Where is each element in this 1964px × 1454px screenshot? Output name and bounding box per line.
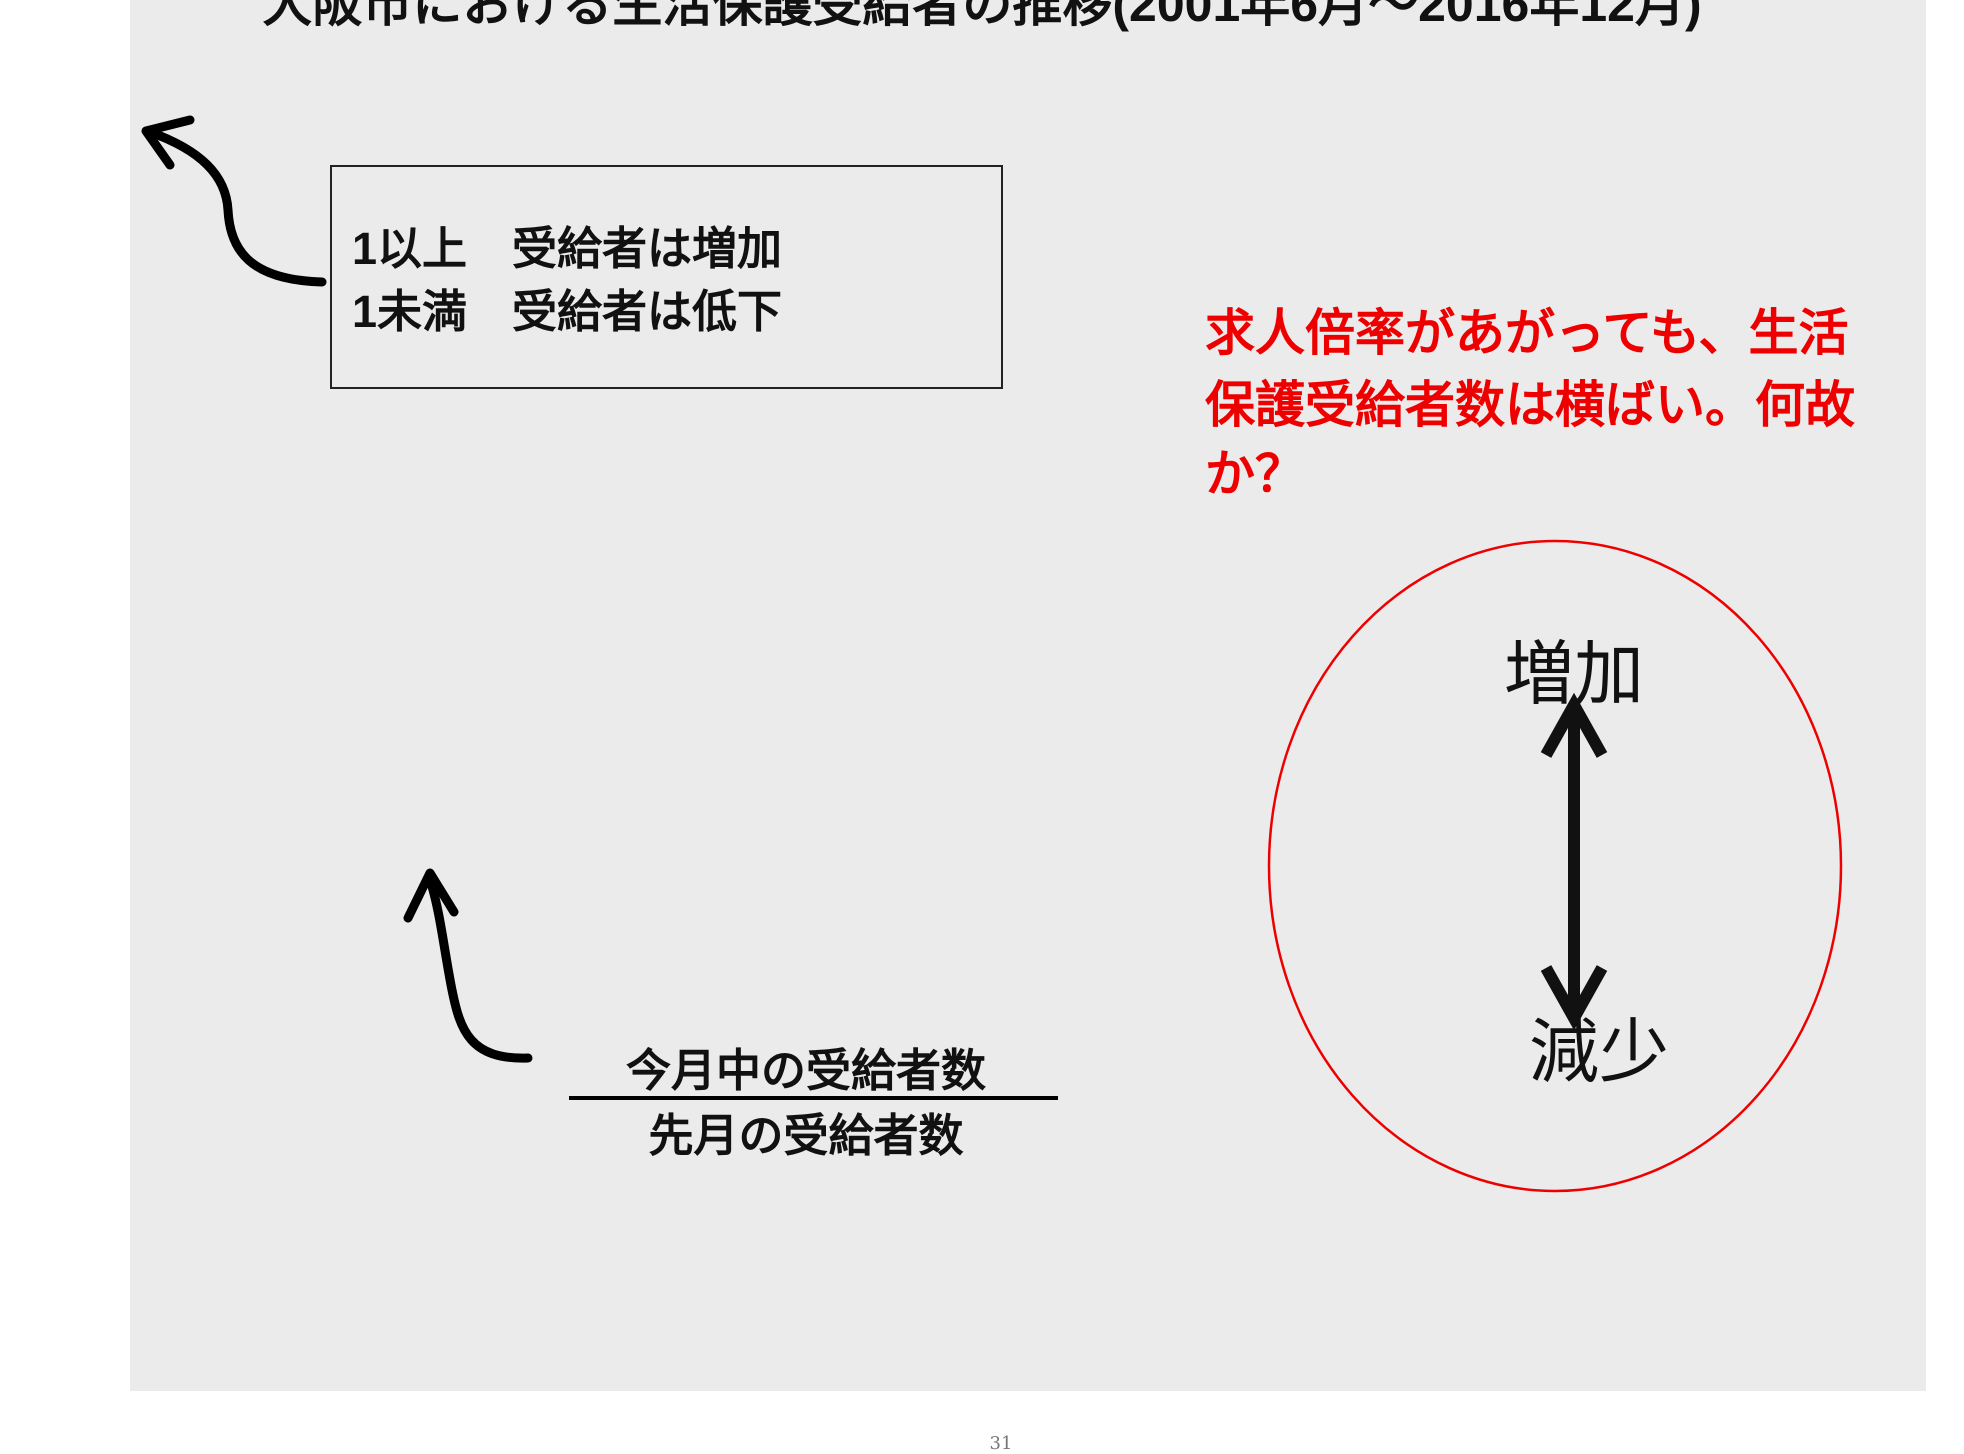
fraction-denominator: 先月の受給者数 <box>648 1110 963 1161</box>
box-line: 1未満 受給者は低下 <box>352 286 782 337</box>
legend-box <box>330 165 1003 389</box>
fraction-numerator: 今月中の受給者数 <box>626 1045 986 1096</box>
page-number: 31 <box>990 1433 1013 1454</box>
arrow-head <box>403 868 459 923</box>
question-line: か？ <box>1205 446 1305 502</box>
box-line: 1以上 受給者は増加 <box>352 223 782 274</box>
question-line: 求人倍率があがっても、生活 <box>1205 305 1849 361</box>
arrow-head <box>1540 965 1608 1031</box>
chart-title: 大阪市における生活保護受給者の推移(2001年6月〜2016年12月) <box>262 0 1701 32</box>
highlight-circle <box>1267 539 1843 1193</box>
question-line: 保護受給者数は横ばい。何故 <box>1205 377 1855 433</box>
arrow <box>145 127 327 287</box>
arrow-head <box>1540 692 1608 758</box>
arrow <box>425 875 533 1063</box>
plot-panel <box>130 0 1926 1391</box>
arrow-head <box>141 115 195 170</box>
down-label: 減少 <box>1529 1011 1669 1093</box>
